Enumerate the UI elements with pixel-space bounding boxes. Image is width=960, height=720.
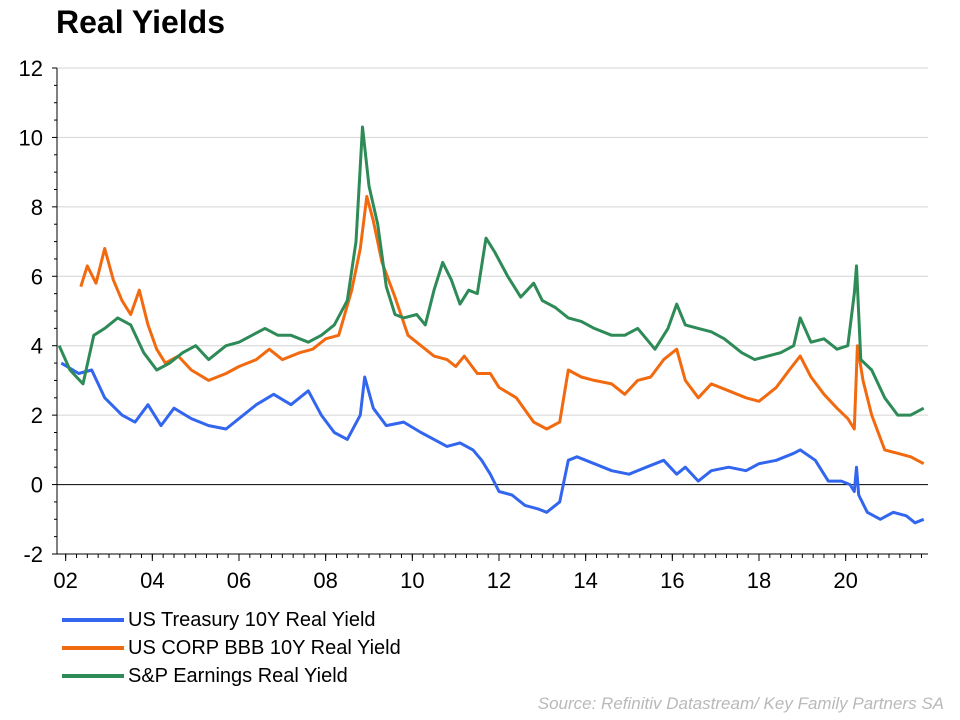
x-tick-label: 10 — [400, 568, 424, 593]
legend: US Treasury 10Y Real Yield US CORP BBB 1… — [62, 606, 401, 690]
legend-label-treasury: US Treasury 10Y Real Yield — [128, 608, 376, 631]
x-tick-label: 08 — [313, 568, 337, 593]
legend-swatch-treasury — [62, 618, 124, 622]
series-lines — [57, 125, 925, 525]
treasury-series-line — [60, 361, 925, 525]
y-tick-label: 4 — [31, 334, 43, 359]
y-tick-label: 2 — [31, 403, 43, 428]
x-tick-label: 20 — [833, 568, 857, 593]
legend-label-corp: US CORP BBB 10Y Real Yield — [128, 636, 401, 659]
y-tick-label: 12 — [19, 56, 43, 81]
legend-item-sp: S&P Earnings Real Yield — [62, 662, 401, 690]
legend-item-corp: US CORP BBB 10Y Real Yield — [62, 634, 401, 662]
chart-title: Real Yields — [56, 4, 225, 40]
corp-series-line — [79, 194, 925, 466]
legend-item-treasury: US Treasury 10Y Real Yield — [62, 606, 401, 634]
x-tick-label: 12 — [487, 568, 511, 593]
legend-swatch-corp — [62, 646, 124, 650]
x-tick-label: 14 — [573, 568, 597, 593]
x-tick-label: 04 — [140, 568, 164, 593]
x-tick-label: 16 — [660, 568, 684, 593]
source-note: Source: Refinitiv Datastream/ Key Family… — [537, 694, 944, 713]
x-tick-label: 06 — [227, 568, 251, 593]
legend-swatch-sp — [62, 674, 124, 678]
y-tick-label: -2 — [23, 542, 43, 567]
x-tick-label: 02 — [53, 568, 77, 593]
y-tick-label: 6 — [31, 264, 43, 289]
y-tick-label: 8 — [31, 195, 43, 220]
legend-label-sp: S&P Earnings Real Yield — [128, 664, 348, 687]
y-tick-label: 0 — [31, 473, 43, 498]
sp-series-line — [57, 125, 925, 417]
x-tick-label: 18 — [747, 568, 771, 593]
y-tick-label: 10 — [19, 125, 43, 150]
